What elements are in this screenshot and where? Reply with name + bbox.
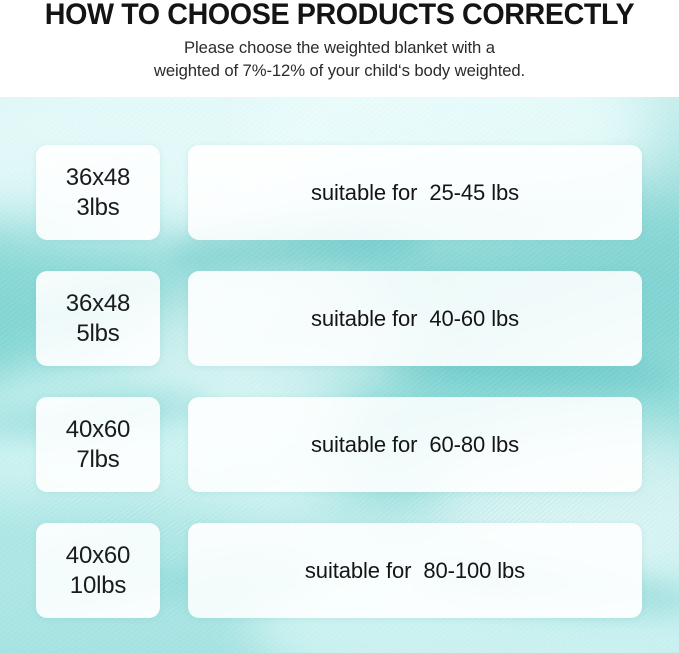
table-row: 36x48 3lbs suitable for 25-45 lbs (0, 145, 679, 240)
size-card: 36x48 5lbs (36, 271, 160, 366)
size-card: 36x48 3lbs (36, 145, 160, 240)
page-title: HOW TO CHOOSE PRODUCTS CORRECTLY (44, 0, 635, 31)
header-band: HOW TO CHOOSE PRODUCTS CORRECTLY Please … (0, 0, 679, 97)
suitability-text: suitable for 25-45 lbs (310, 179, 520, 205)
size-weight: 10lbs (69, 571, 127, 599)
subtitle-line-1: Please choose the weighted blanket with … (184, 38, 495, 57)
suitability-card: suitable for 25-45 lbs (188, 145, 642, 240)
size-dimensions: 40x60 (65, 415, 131, 443)
size-dimensions: 36x48 (65, 289, 131, 317)
size-dimensions: 36x48 (65, 163, 131, 191)
size-weight: 3lbs (76, 193, 120, 221)
suitability-card: suitable for 80-100 lbs (188, 523, 642, 618)
suitability-card: suitable for 40-60 lbs (188, 271, 642, 366)
suitability-card: suitable for 60-80 lbs (188, 397, 642, 492)
size-dimensions: 40x60 (65, 541, 131, 569)
suitability-text: suitable for 40-60 lbs (310, 305, 520, 331)
suitability-text: suitable for 80-100 lbs (304, 557, 526, 583)
size-card: 40x60 10lbs (36, 523, 160, 618)
size-card: 40x60 7lbs (36, 397, 160, 492)
size-guide-rows: 36x48 3lbs suitable for 25-45 lbs 36x48 … (0, 97, 679, 653)
suitability-text: suitable for 60-80 lbs (310, 431, 520, 457)
subtitle-block: Please choose the weighted blanket with … (0, 36, 679, 82)
fabric-background-photo: 36x48 3lbs suitable for 25-45 lbs 36x48 … (0, 97, 679, 653)
size-weight: 5lbs (76, 319, 120, 347)
table-row: 36x48 5lbs suitable for 40-60 lbs (0, 271, 679, 366)
table-row: 40x60 7lbs suitable for 60-80 lbs (0, 397, 679, 492)
subtitle-line-2: weighted of 7%-12% of your child‘s body … (153, 61, 526, 80)
size-weight: 7lbs (76, 445, 120, 473)
table-row: 40x60 10lbs suitable for 80-100 lbs (0, 523, 679, 618)
